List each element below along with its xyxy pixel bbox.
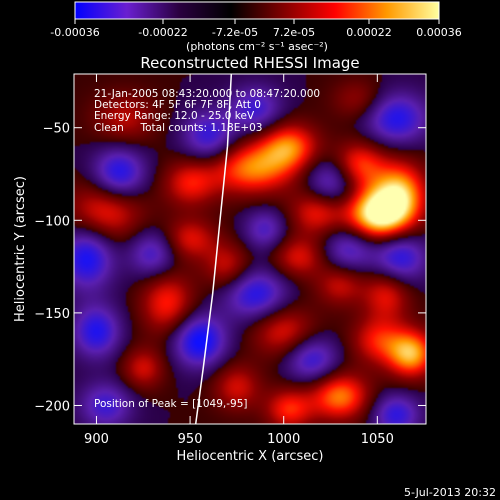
- x-tick-label: 900: [84, 432, 109, 447]
- solar-limb-line: [194, 74, 233, 424]
- colorbar-tick-label: -7.2e-05: [212, 26, 258, 39]
- colorbar-tick-label: -0.00036: [50, 26, 99, 39]
- x-tick-label: 1050: [361, 432, 394, 447]
- peak-position-label: Position of Peak = [1049,-95]: [94, 398, 248, 410]
- annotation-energy-range: Energy Range: 12.0 - 25.0 keV: [94, 110, 255, 122]
- colorbar-tick-label: 0.00022: [346, 26, 392, 39]
- x-tick-label: 950: [178, 432, 203, 447]
- colorbar: [74, 1, 440, 20]
- colorbar-ticks: -0.00036 -0.00022 -7.2e-05 7.2e-05 0.00022 0.…: [50, 19, 462, 39]
- y-axis-ticks: −50 −100 −150 −200: [34, 122, 426, 414]
- colorbar-tick-label: 0.00036: [416, 26, 462, 39]
- annotation-clean-counts: Clean Total counts: 1.18E+03: [94, 122, 263, 134]
- x-tick-label: 1000: [267, 432, 300, 447]
- y-tick-label: −150: [34, 307, 70, 322]
- annotation-detectors: Detectors: 4F 5F 6F 7F 8F, Att 0: [94, 99, 261, 111]
- heatmap-image: [74, 74, 426, 424]
- y-tick-label: −100: [34, 214, 70, 229]
- y-tick-label: −50: [43, 122, 70, 137]
- colorbar-tick-label: 7.2e-05: [273, 26, 315, 39]
- colorbar-unit-label: (photons cm⁻² s⁻¹ asec⁻²): [186, 40, 328, 53]
- footer-timestamp: 5-Jul-2013 20:32: [404, 486, 496, 499]
- annotation-time-range: 21-Jan-2005 08:43:20.000 to 08:47:20.000: [94, 88, 320, 100]
- y-tick-label: −200: [34, 399, 70, 414]
- y-axis-label: Heliocentric Y (arcsec): [13, 176, 28, 322]
- x-axis-ticks: 900 950 1000 1050: [84, 74, 394, 447]
- chart-title: Reconstructed RHESSI Image: [140, 54, 359, 72]
- plot-frame: [73, 73, 427, 425]
- x-axis-label: Heliocentric X (arcsec): [177, 449, 324, 464]
- colorbar-tick-label: -0.00022: [138, 26, 187, 39]
- annotation-block: 21-Jan-2005 08:43:20.000 to 08:47:20.000…: [94, 88, 320, 134]
